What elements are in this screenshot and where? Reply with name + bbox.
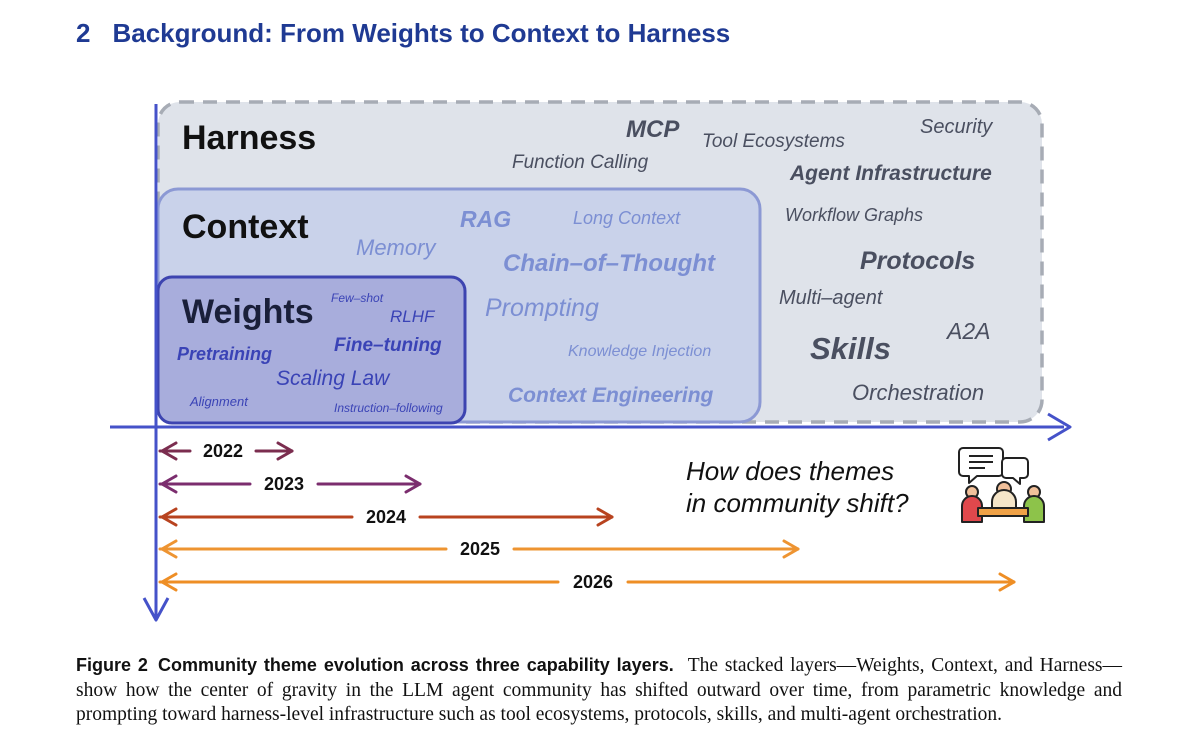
term-mcp: MCP [626, 116, 680, 143]
term-rlhf: RLHF [390, 307, 436, 326]
question-line-1: How does themes [686, 456, 894, 486]
caption-title: Community theme evolution across three c… [157, 655, 674, 675]
term-alignment: Alignment [189, 394, 249, 409]
term-workflow-graphs: Workflow Graphs [785, 205, 923, 225]
weights-label: Weights [182, 293, 314, 331]
term-skills: Skills [810, 331, 891, 366]
caption-label: Figure 2 [76, 655, 148, 675]
term-instruction-following: Instruction–following [334, 401, 443, 415]
term-scaling-law: Scaling Law [276, 367, 391, 390]
year-2022-arrow [158, 441, 294, 461]
term-knowledge-injection: Knowledge Injection [568, 343, 711, 360]
weights-layer [156, 275, 467, 425]
term-memory: Memory [356, 235, 437, 260]
year-2023-label: 2023 [264, 474, 304, 494]
term-security: Security [920, 116, 993, 138]
year-2026-label: 2026 [573, 572, 613, 592]
term-fine-tuning: Fine–tuning [334, 335, 442, 356]
term-tool-ecosystems: Tool Ecosystems [702, 131, 845, 152]
year-2024-arrow [158, 507, 614, 527]
term-chain-of-thought: Chain–of–Thought [503, 250, 716, 277]
year-2026-arrow [158, 572, 1016, 592]
harness-label: Harness [182, 119, 316, 157]
term-protocols: Protocols [860, 247, 975, 275]
year-2025-label: 2025 [460, 539, 500, 559]
figure-diagram: Harness Context Weights MCP Tool Ecosyst… [110, 100, 1072, 622]
section-number: 2 [76, 18, 91, 48]
section-title: Background: From Weights to Context to H… [112, 18, 731, 48]
context-label: Context [182, 208, 309, 246]
term-agent-infrastructure: Agent Infrastructure [789, 162, 992, 185]
term-function-calling: Function Calling [512, 152, 649, 173]
term-rag: RAG [460, 206, 511, 232]
community-discussion-icon [958, 447, 1045, 523]
vertical-axis-arrowhead [142, 597, 170, 622]
year-2024-label: 2024 [366, 507, 406, 527]
section-heading: 2 Background: From Weights to Context to … [76, 18, 730, 49]
term-orchestration: Orchestration [852, 380, 984, 405]
term-context-engineering: Context Engineering [508, 384, 714, 407]
term-a2a: A2A [945, 318, 990, 344]
term-pretraining: Pretraining [177, 344, 272, 364]
term-prompting: Prompting [485, 294, 599, 322]
term-few-shot: Few–shot [331, 291, 384, 305]
question-line-2: in community shift? [686, 488, 909, 518]
time-axis-arrowhead [1047, 412, 1072, 442]
year-2023-arrow [158, 474, 422, 494]
term-multi-agent: Multi–agent [779, 287, 884, 309]
year-2025-arrow [158, 539, 800, 559]
caption-text: The stacked layers—Weights, Context, and… [76, 655, 1122, 725]
year-2022-label: 2022 [203, 441, 243, 461]
figure-caption: Figure 2 Community theme evolution across… [76, 653, 1122, 728]
term-long-context: Long Context [573, 208, 681, 228]
